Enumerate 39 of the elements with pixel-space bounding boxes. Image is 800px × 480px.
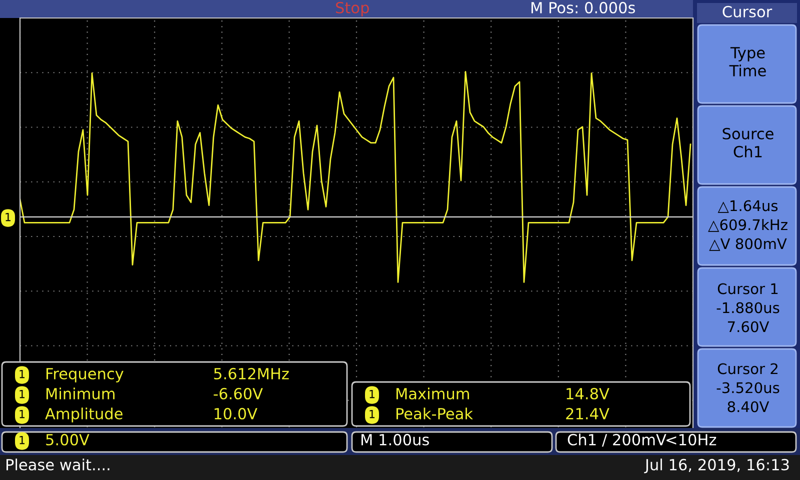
text: 1 (20, 410, 25, 418)
text: 21.4V (566, 408, 610, 420)
text: Cursor 1 (718, 283, 778, 294)
text: Time (729, 64, 766, 76)
text: Cursor 2 (718, 363, 778, 374)
text: 14.8V (566, 388, 610, 400)
text: 5.612MHz (214, 368, 289, 380)
text: 1 (370, 390, 375, 398)
text: <10Hz (666, 434, 716, 446)
text: 10.0V (214, 408, 258, 420)
text: 1 (370, 410, 375, 418)
text: 1 (20, 390, 25, 398)
text: △1.64us (718, 200, 778, 213)
text: 1 (6, 212, 11, 222)
text: Please wait.... (6, 458, 110, 470)
text: 1 (20, 436, 25, 444)
text: Cursor (722, 6, 772, 18)
text: △609.7kHz (708, 218, 788, 232)
text: Source (722, 128, 774, 140)
text: Jul 16, 2019, 16:13 (644, 458, 789, 474)
text: Stop (336, 2, 369, 16)
text: Peak-Peak (396, 408, 474, 420)
text: M Pos: 0.000s (532, 2, 635, 14)
text: Maximum (396, 388, 469, 400)
text: Minimum (46, 388, 115, 400)
text: -3.520us (716, 382, 780, 394)
text: -6.60V (214, 388, 263, 400)
text: 1 (20, 370, 25, 378)
text: △V 800mV (709, 238, 787, 251)
text: -1.880us (716, 302, 780, 314)
text: Ch1 ∕ 200mV (568, 434, 666, 447)
text: Frequency (46, 368, 124, 382)
text: 7.60V (728, 321, 770, 332)
text: Ch1 (734, 146, 762, 158)
text: 8.40V (728, 401, 770, 412)
text: 5.00V (46, 434, 90, 446)
text: Type (730, 47, 765, 62)
text: Amplitude (45, 408, 122, 422)
text: M 1.00us (362, 434, 429, 446)
